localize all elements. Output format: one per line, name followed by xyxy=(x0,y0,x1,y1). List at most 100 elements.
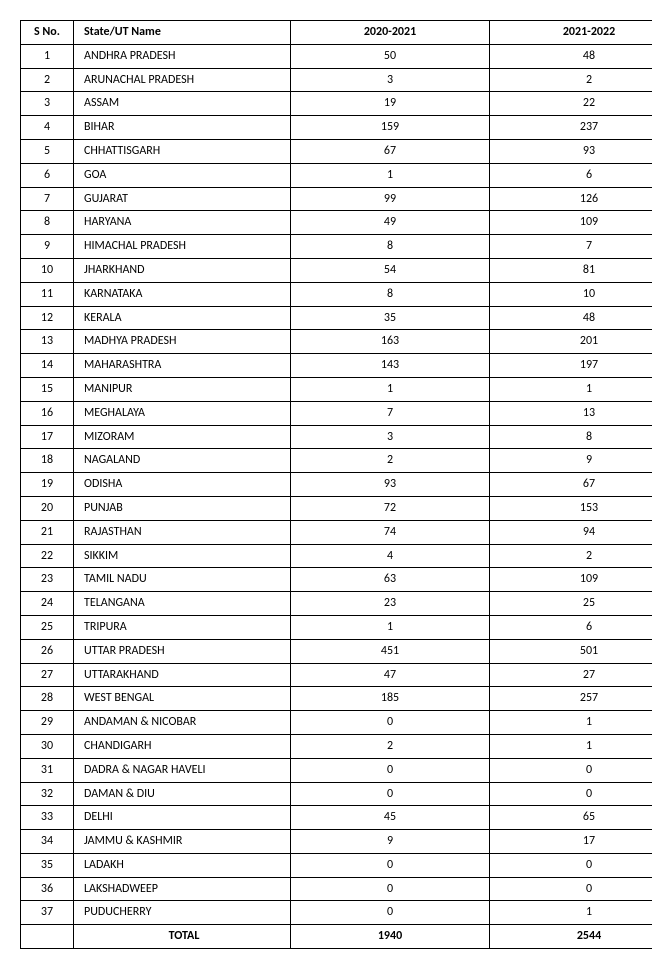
cell-y1: 35 xyxy=(291,306,490,330)
cell-sno: 22 xyxy=(21,544,74,568)
state-data-table: S No. State/UT Name 2020-2021 2021-2022 … xyxy=(20,20,652,949)
table-row: 37PUDUCHERRY01 xyxy=(21,901,652,925)
cell-y1: 3 xyxy=(291,68,490,92)
cell-state: ODISHA xyxy=(74,473,291,497)
cell-state: MEGHALAYA xyxy=(74,401,291,425)
table-row: 2ARUNACHAL PRADESH32 xyxy=(21,68,652,92)
cell-y1: 49 xyxy=(291,211,490,235)
cell-state: BIHAR xyxy=(74,116,291,140)
cell-state: NAGALAND xyxy=(74,449,291,473)
cell-state: PUDUCHERRY xyxy=(74,901,291,925)
header-sno: S No. xyxy=(21,21,74,45)
table-header: S No. State/UT Name 2020-2021 2021-2022 xyxy=(21,21,652,45)
cell-state: MANIPUR xyxy=(74,377,291,401)
cell-state: SIKKIM xyxy=(74,544,291,568)
cell-y2: 9 xyxy=(490,449,652,473)
cell-sno: 13 xyxy=(21,330,74,354)
cell-y1: 93 xyxy=(291,473,490,497)
cell-sno: 24 xyxy=(21,592,74,616)
cell-sno: 21 xyxy=(21,520,74,544)
table-row: 30CHANDIGARH21 xyxy=(21,734,652,758)
cell-y2: 6 xyxy=(490,615,652,639)
cell-y2: 2 xyxy=(490,68,652,92)
cell-sno: 8 xyxy=(21,211,74,235)
cell-y2: 501 xyxy=(490,639,652,663)
cell-sno: 9 xyxy=(21,235,74,259)
cell-sno: 33 xyxy=(21,806,74,830)
cell-y2: 13 xyxy=(490,401,652,425)
cell-sno: 27 xyxy=(21,663,74,687)
cell-y1: 1 xyxy=(291,615,490,639)
cell-y1: 3 xyxy=(291,425,490,449)
total-y1: 1940 xyxy=(291,925,490,949)
cell-sno: 3 xyxy=(21,92,74,116)
cell-y1: 451 xyxy=(291,639,490,663)
table-row: 25TRIPURA16 xyxy=(21,615,652,639)
cell-state: ASSAM xyxy=(74,92,291,116)
total-blank xyxy=(21,925,74,949)
cell-y1: 9 xyxy=(291,830,490,854)
cell-y2: 67 xyxy=(490,473,652,497)
cell-y2: 197 xyxy=(490,354,652,378)
cell-y2: 0 xyxy=(490,853,652,877)
table-row: 36LAKSHADWEEP00 xyxy=(21,877,652,901)
cell-y2: 65 xyxy=(490,806,652,830)
cell-y1: 47 xyxy=(291,663,490,687)
cell-y2: 109 xyxy=(490,568,652,592)
cell-state: UTTARAKHAND xyxy=(74,663,291,687)
total-row: TOTAL 1940 2544 xyxy=(21,925,652,949)
cell-y2: 17 xyxy=(490,830,652,854)
cell-y2: 2 xyxy=(490,544,652,568)
table-row: 17MIZORAM38 xyxy=(21,425,652,449)
cell-sno: 2 xyxy=(21,68,74,92)
cell-y1: 2 xyxy=(291,449,490,473)
table-row: 10JHARKHAND5481 xyxy=(21,258,652,282)
table-row: 31DADRA & NAGAR HAVELI00 xyxy=(21,758,652,782)
cell-y1: 185 xyxy=(291,687,490,711)
cell-y1: 23 xyxy=(291,592,490,616)
cell-state: MIZORAM xyxy=(74,425,291,449)
cell-sno: 1 xyxy=(21,44,74,68)
cell-y1: 63 xyxy=(291,568,490,592)
cell-state: MADHYA PRADESH xyxy=(74,330,291,354)
cell-sno: 10 xyxy=(21,258,74,282)
cell-state: HIMACHAL PRADESH xyxy=(74,235,291,259)
table-row: 21RAJASTHAN7494 xyxy=(21,520,652,544)
cell-y2: 201 xyxy=(490,330,652,354)
table-row: 20PUNJAB72153 xyxy=(21,496,652,520)
cell-state: TELANGANA xyxy=(74,592,291,616)
cell-sno: 5 xyxy=(21,139,74,163)
cell-state: GOA xyxy=(74,163,291,187)
cell-y1: 2 xyxy=(291,734,490,758)
cell-y2: 22 xyxy=(490,92,652,116)
table-row: 8HARYANA49109 xyxy=(21,211,652,235)
table-row: 28WEST BENGAL185257 xyxy=(21,687,652,711)
cell-y2: 0 xyxy=(490,877,652,901)
cell-sno: 4 xyxy=(21,116,74,140)
cell-state: LAKSHADWEEP xyxy=(74,877,291,901)
cell-y2: 1 xyxy=(490,901,652,925)
table-row: 3ASSAM1922 xyxy=(21,92,652,116)
cell-y2: 237 xyxy=(490,116,652,140)
cell-sno: 20 xyxy=(21,496,74,520)
table-row: 26UTTAR PRADESH451501 xyxy=(21,639,652,663)
cell-sno: 29 xyxy=(21,711,74,735)
cell-sno: 32 xyxy=(21,782,74,806)
cell-state: ARUNACHAL PRADESH xyxy=(74,68,291,92)
table-row: 12KERALA3548 xyxy=(21,306,652,330)
cell-y2: 81 xyxy=(490,258,652,282)
cell-sno: 37 xyxy=(21,901,74,925)
cell-sno: 36 xyxy=(21,877,74,901)
cell-sno: 34 xyxy=(21,830,74,854)
table-row: 5CHHATTISGARH6793 xyxy=(21,139,652,163)
cell-y2: 48 xyxy=(490,306,652,330)
cell-y2: 8 xyxy=(490,425,652,449)
cell-sno: 14 xyxy=(21,354,74,378)
cell-y1: 74 xyxy=(291,520,490,544)
total-y2: 2544 xyxy=(490,925,652,949)
table-row: 27UTTARAKHAND4727 xyxy=(21,663,652,687)
cell-y2: 25 xyxy=(490,592,652,616)
cell-y1: 0 xyxy=(291,853,490,877)
cell-sno: 7 xyxy=(21,187,74,211)
cell-y2: 6 xyxy=(490,163,652,187)
